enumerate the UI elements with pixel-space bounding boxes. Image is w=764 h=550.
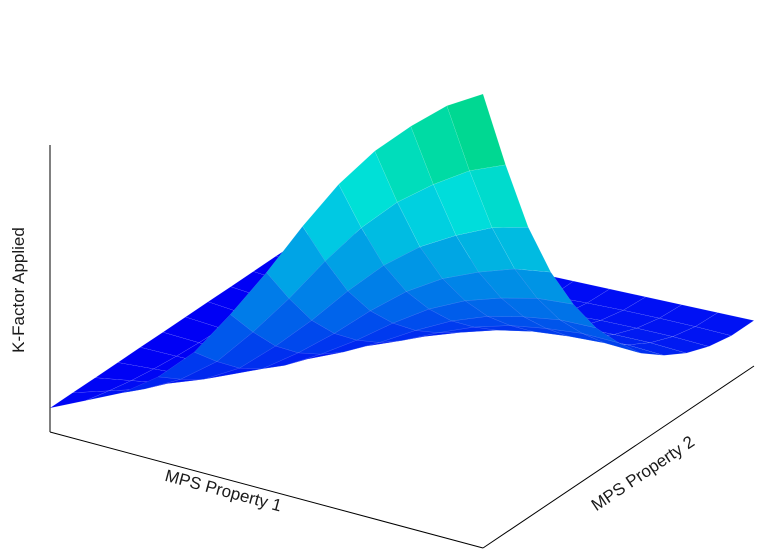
z-axis-label: K-Factor Applied [9,227,28,353]
surface-cell [49,390,109,409]
x-axis-line [49,431,484,549]
surface-cell [559,319,619,343]
surface-mesh [49,93,755,409]
y-axis-label: MPS Property 2 [588,432,698,515]
surface-cell [491,226,552,273]
x-axis-label: MPS Property 1 [163,466,284,515]
surface-cell [649,336,710,354]
surface-cell [446,93,506,171]
surface-cell [627,342,687,356]
y-axis-line [482,365,755,549]
